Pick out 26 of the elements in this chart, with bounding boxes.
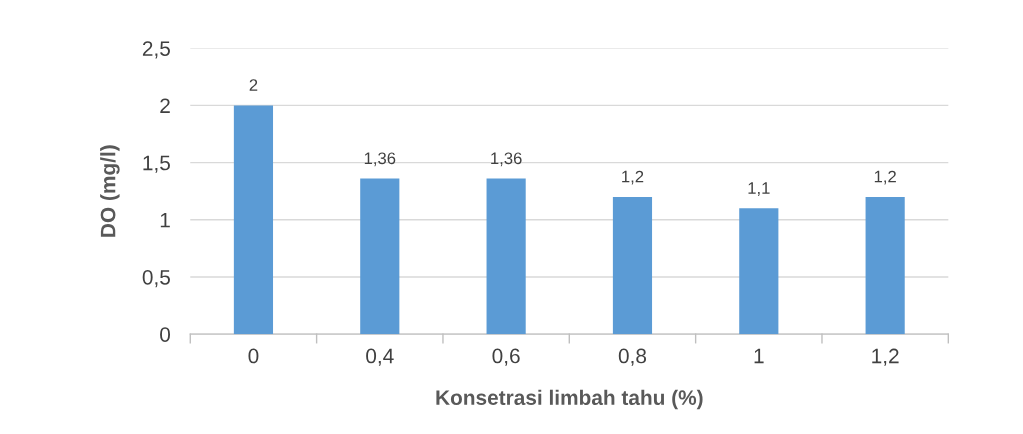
x-tick-label: 0,4 (366, 348, 394, 366)
bar (486, 178, 526, 335)
y-tick-label: 1,5 (143, 155, 170, 173)
bar (360, 178, 400, 335)
y-tick-label: 2,5 (142, 41, 170, 59)
x-tick-label: 0,8 (618, 348, 647, 366)
x-tick-label: 0 (248, 348, 259, 364)
data-label: 1,36 (364, 152, 396, 167)
bar (612, 196, 653, 335)
data-label: 2 (249, 79, 258, 91)
y-axis-title: DO (mg/l) (100, 145, 120, 237)
x-axis-title: Konsetrasi limbah tahu (%) (436, 389, 703, 410)
data-label: 1,2 (874, 170, 896, 185)
bar (865, 196, 905, 335)
y-tick-label: 1 (160, 212, 170, 228)
y-tick-label: 2 (160, 98, 170, 113)
y-tick-label: 0 (160, 327, 171, 342)
bar (233, 105, 274, 335)
data-label: 1,36 (491, 152, 522, 167)
x-tick-label: 1 (754, 348, 764, 364)
x-tick-label: 1,2 (872, 348, 899, 366)
data-label: 1,2 (622, 170, 644, 185)
y-tick-label: 0,5 (142, 269, 170, 288)
bar (739, 208, 779, 335)
data-label: 1,1 (748, 182, 770, 196)
x-tick-label: 0,6 (492, 348, 520, 366)
